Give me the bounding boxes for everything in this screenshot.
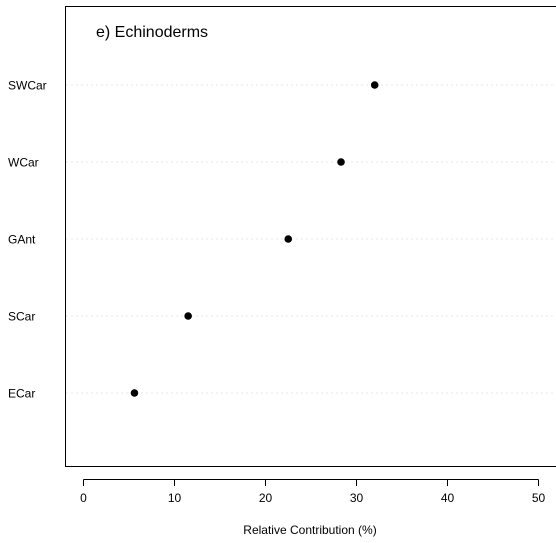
x-tick-label-0: 0: [80, 491, 87, 505]
data-point-ecar: [130, 389, 139, 397]
data-point-gant: [284, 235, 293, 243]
grid-lines: [66, 84, 556, 394]
category-label-wcar: WCar: [8, 156, 39, 170]
category-label-swcar: SWCar: [8, 79, 47, 93]
category-label-ecar: ECar: [8, 387, 35, 401]
category-label-gant: GAnt: [8, 233, 36, 247]
plot-frame: [65, 6, 556, 467]
data-point-scar: [184, 312, 192, 320]
x-tick-label-20: 20: [259, 491, 273, 505]
data-point-swcar: [370, 81, 379, 89]
x-axis-label: Relative Contribution (%): [243, 523, 376, 537]
category-labels: SWCar WCar GAnt SCar ECar: [8, 79, 47, 401]
data-point-wcar: [337, 158, 345, 166]
x-tick-label-10: 10: [168, 491, 182, 505]
x-axis: 0 10 20 30 40 50: [80, 479, 546, 505]
data-points: [130, 81, 379, 397]
x-tick-label-40: 40: [441, 491, 455, 505]
x-tick-label-50: 50: [532, 491, 546, 505]
category-label-scar: SCar: [8, 310, 35, 324]
chart-title: e) Echinoderms: [96, 24, 208, 41]
x-tick-label-30: 30: [350, 491, 364, 505]
